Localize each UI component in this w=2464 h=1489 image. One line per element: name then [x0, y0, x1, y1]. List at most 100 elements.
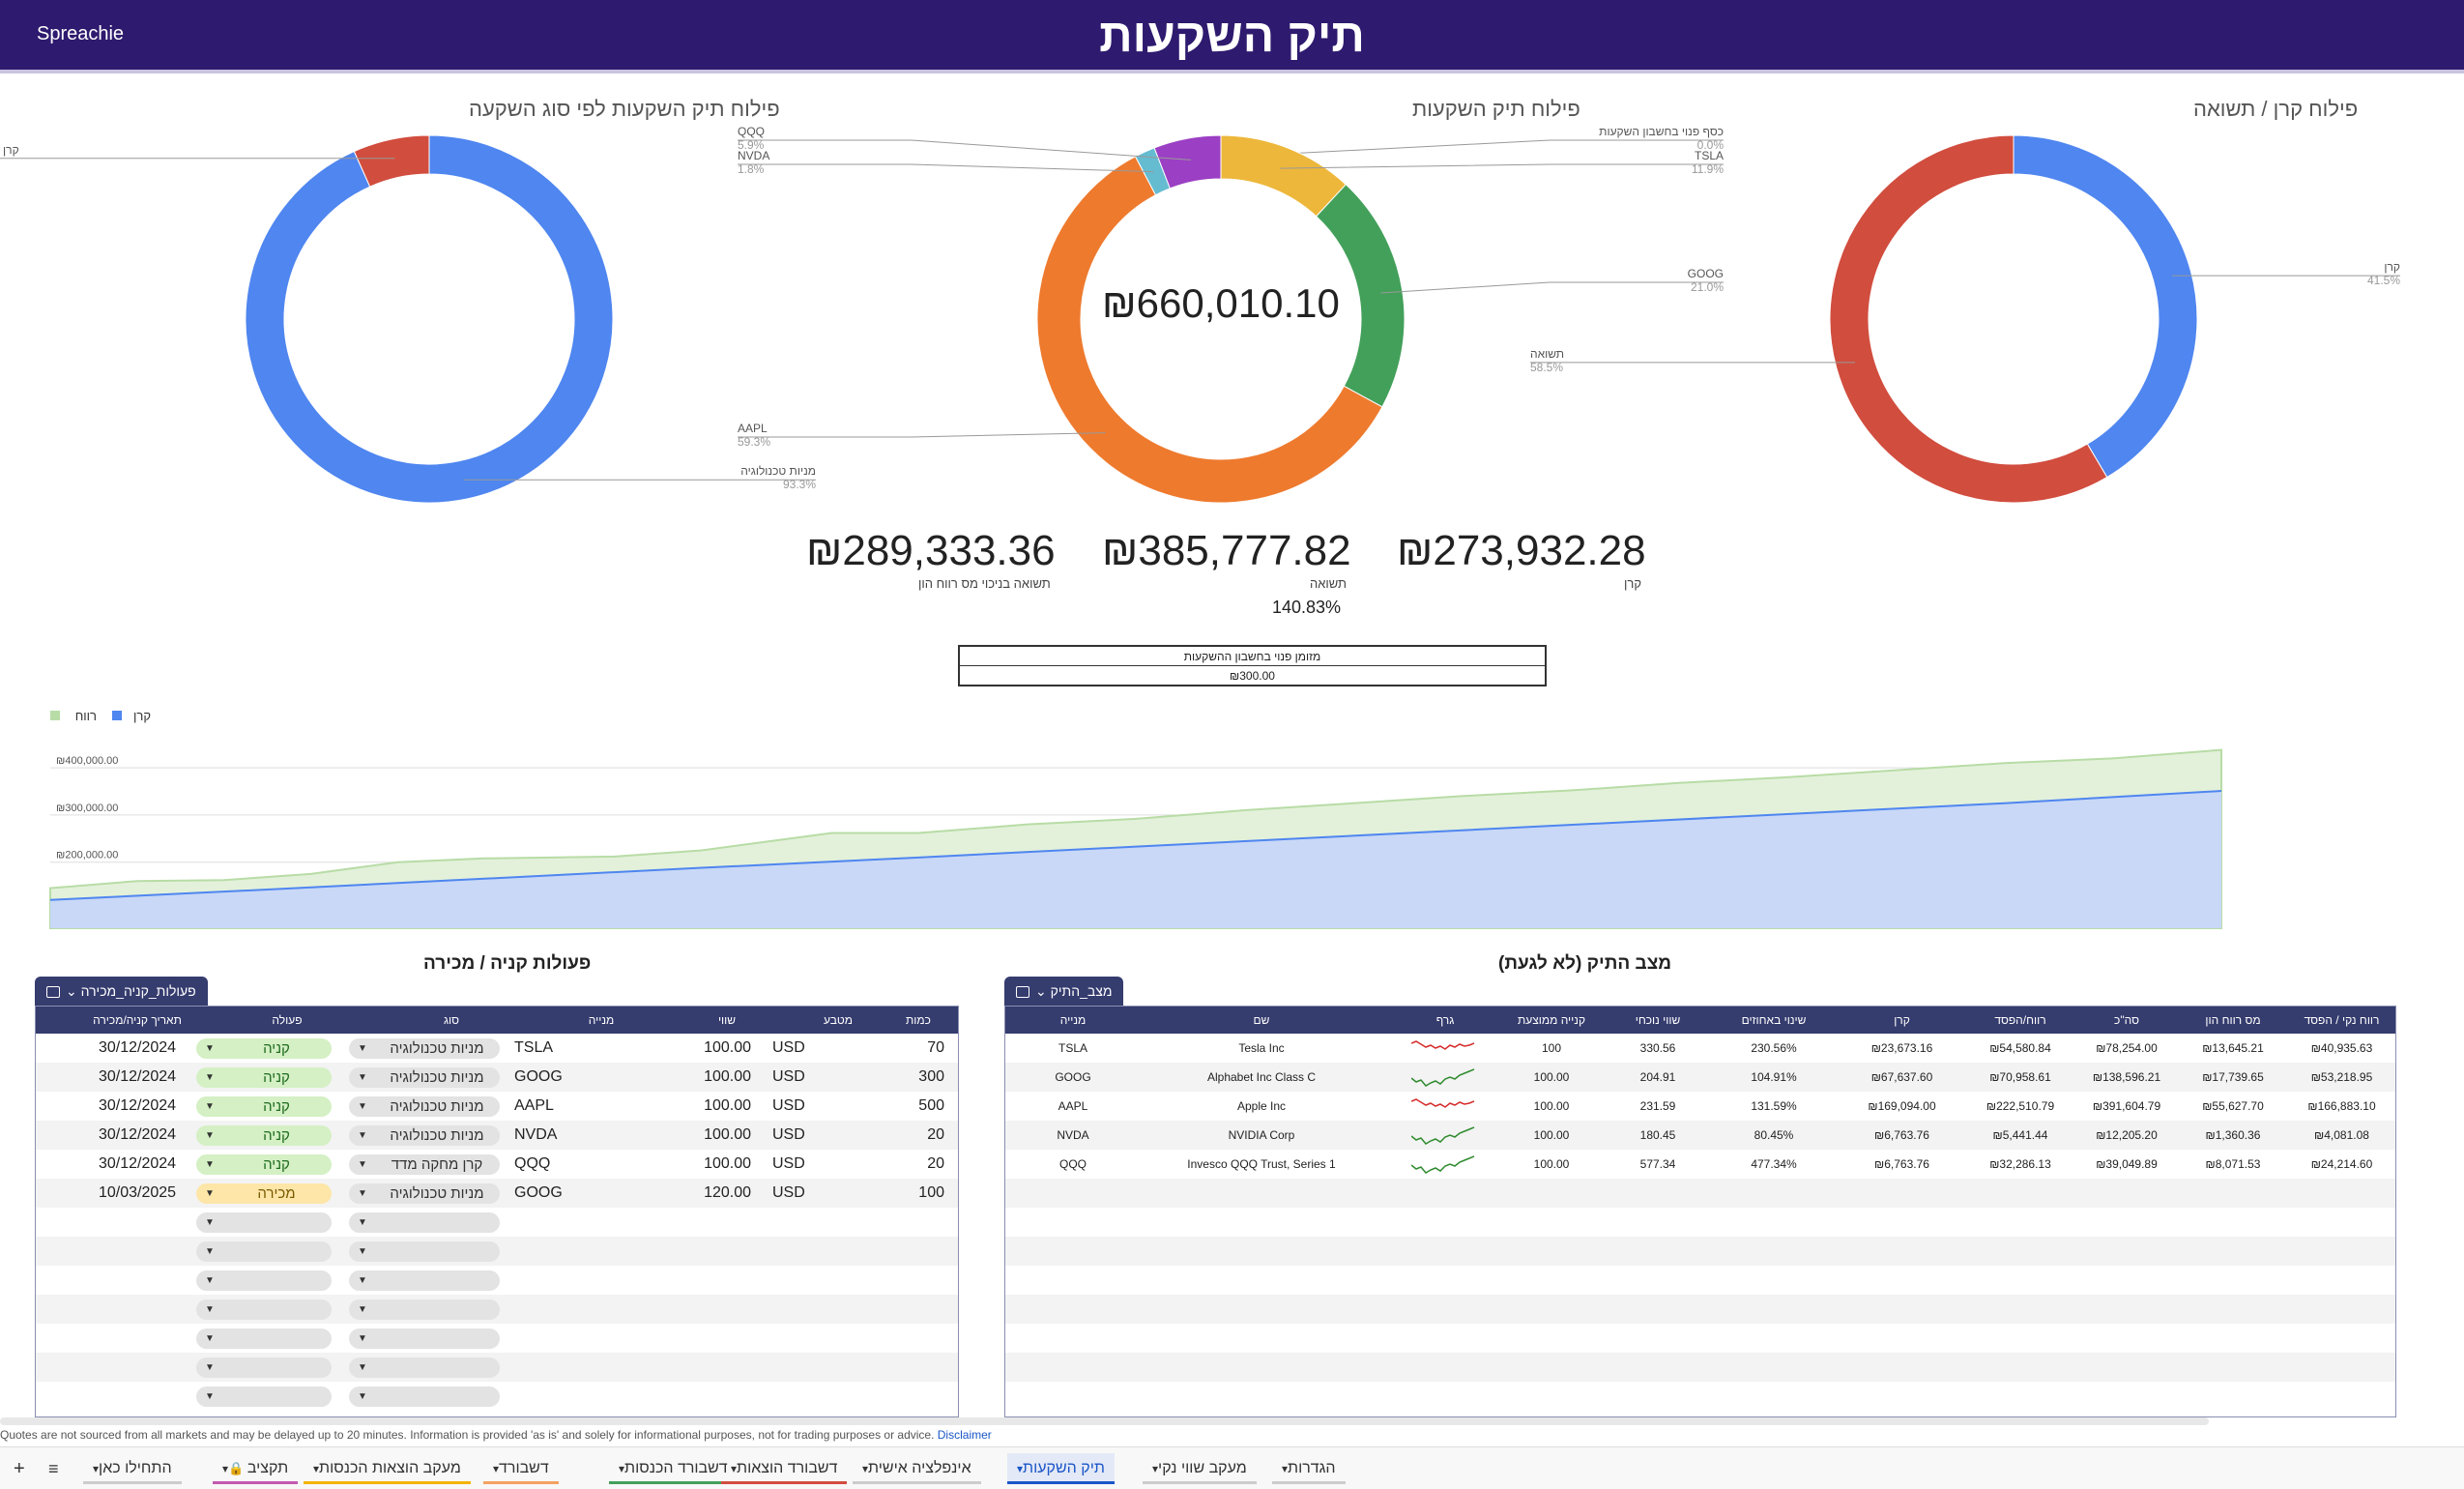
header-avg-buy[interactable]: קנייה ממוצעת — [1517, 1013, 1586, 1027]
header-price[interactable]: שווי — [717, 1013, 737, 1027]
chevron-down-icon[interactable]: ▾ — [313, 1462, 320, 1475]
chevron-down-icon[interactable]: ▾ — [862, 1462, 869, 1475]
table-row[interactable]: ▼ ▼ — [36, 1295, 958, 1324]
table-row[interactable]: 30/12/2024 ▼ קניה ▼ מניות טכנולוגיה TSLA 100.0… — [36, 1034, 958, 1063]
trade-stock[interactable]: GOOG — [514, 1068, 563, 1085]
holding-name[interactable]: Alphabet Inc Class C — [1206, 1070, 1317, 1084]
action-dropdown[interactable]: ▼ קניה — [196, 1125, 332, 1146]
trade-qty[interactable]: 20 — [927, 1155, 944, 1172]
holding-net[interactable]: ₪166,883.10 — [2307, 1099, 2376, 1113]
holding-ticker[interactable]: AAPL — [1058, 1099, 1088, 1113]
chevron-down-icon[interactable]: ▾ — [493, 1462, 500, 1475]
principal-area[interactable] — [50, 791, 2221, 928]
trades-table-tag[interactable]: ⌄ פעולות_קניה_מכירה — [35, 977, 208, 1006]
header-qty[interactable]: כמות — [906, 1013, 931, 1027]
holding-pl[interactable]: ₪54,580.84 — [1989, 1041, 2051, 1055]
type-dropdown[interactable]: ▼ מניות טכנולוגיה — [349, 1096, 500, 1117]
holding-current[interactable]: 577.34 — [1639, 1157, 1676, 1171]
holding-tax[interactable]: ₪17,739.65 — [2202, 1070, 2264, 1084]
holding-principal[interactable]: ₪67,637.60 — [1870, 1070, 1933, 1084]
disclaimer-link[interactable]: Disclaimer — [937, 1428, 992, 1442]
action-dropdown[interactable]: ▼ — [196, 1241, 332, 1262]
header-action[interactable]: פעולה — [272, 1013, 303, 1027]
type-dropdown[interactable]: ▼ מניות טכנולוגיה — [349, 1038, 500, 1059]
trade-price[interactable]: 120.00 — [704, 1184, 751, 1201]
trade-date[interactable]: 10/03/2025 — [98, 1184, 177, 1201]
action-dropdown[interactable]: ▼ קניה — [196, 1154, 332, 1175]
table-row[interactable]: AAPL Apple Inc 100.00 231.59 131.59% ₪169,094… — [1005, 1092, 2395, 1121]
table-row[interactable] — [1005, 1382, 2395, 1411]
trade-currency[interactable]: USD — [772, 1039, 805, 1056]
chevron-down-icon[interactable]: ▾ — [93, 1462, 100, 1475]
holding-avg[interactable]: 100.00 — [1533, 1128, 1570, 1142]
type-dropdown[interactable]: ▼ — [349, 1358, 500, 1378]
header-principal[interactable]: קרן — [1894, 1013, 1910, 1027]
trade-currency[interactable]: USD — [772, 1097, 805, 1114]
trade-price[interactable]: 100.00 — [704, 1039, 751, 1056]
holding-principal[interactable]: ₪169,094.00 — [1868, 1099, 1936, 1113]
sheet-tab[interactable]: מעקב שווי נקי▾ — [1143, 1453, 1257, 1484]
holding-avg[interactable]: 100 — [1541, 1041, 1562, 1055]
holdings-table-tag[interactable]: ⌄ מצב_התיק — [1004, 977, 1124, 1006]
table-row[interactable]: ▼ ▼ — [36, 1353, 958, 1382]
holding-pl[interactable]: ₪70,958.61 — [1989, 1070, 2051, 1084]
trade-stock[interactable]: QQQ — [514, 1155, 551, 1172]
header-capital-gains-tax[interactable]: מס רווח הון — [2205, 1013, 2261, 1027]
cash-available-box[interactable]: מזומן פנוי בחשבון ההשקעות ₪300.00 — [958, 645, 1547, 686]
trade-qty[interactable]: 100 — [918, 1184, 944, 1201]
holding-net[interactable]: ₪53,218.95 — [2310, 1070, 2373, 1084]
horizontal-scrollbar[interactable] — [0, 1417, 2209, 1425]
holding-name[interactable]: Invesco QQQ Trust, Series 1 — [1187, 1157, 1336, 1171]
trade-stock[interactable]: GOOG — [514, 1184, 563, 1201]
holding-pl[interactable]: ₪5,441.44 — [1992, 1128, 2048, 1142]
chevron-down-icon[interactable]: ▾ — [619, 1462, 625, 1475]
header-stock[interactable]: מנייה — [588, 1013, 615, 1027]
type-dropdown[interactable]: ▼ — [349, 1212, 500, 1233]
holding-change[interactable]: 80.45% — [1754, 1128, 1794, 1142]
type-dropdown[interactable]: ▼ — [349, 1328, 500, 1349]
table-row[interactable]: TSLA Tesla Inc 100 330.56 230.56% ₪23,673.16 ₪… — [1005, 1034, 2395, 1063]
table-row[interactable]: ▼ ▼ — [36, 1324, 958, 1353]
holding-ticker[interactable]: GOOG — [1055, 1070, 1091, 1084]
header-date[interactable]: תאריך קניה/מכירה — [93, 1013, 182, 1027]
holding-total[interactable]: ₪78,254.00 — [2096, 1041, 2158, 1055]
holding-tax[interactable]: ₪8,071.53 — [2205, 1157, 2261, 1171]
trade-qty[interactable]: 500 — [918, 1097, 944, 1114]
type-dropdown[interactable]: ▼ מניות טכנולוגיה — [349, 1183, 500, 1204]
add-sheet-icon[interactable]: + — [14, 1458, 25, 1479]
holding-pl[interactable]: ₪32,286.13 — [1989, 1157, 2051, 1171]
holding-tax[interactable]: ₪55,627.70 — [2202, 1099, 2264, 1113]
header-currency[interactable]: מטבע — [824, 1013, 853, 1027]
holding-current[interactable]: 204.91 — [1639, 1070, 1676, 1084]
action-dropdown[interactable]: ▼ — [196, 1270, 332, 1291]
chevron-down-icon[interactable]: ▾ — [1017, 1462, 1024, 1475]
type-dropdown[interactable]: ▼ — [349, 1270, 500, 1291]
pie-slice[interactable] — [1153, 134, 1222, 190]
trade-currency[interactable]: USD — [772, 1068, 805, 1085]
header-ticker[interactable]: מנייה — [1059, 1013, 1087, 1027]
chevron-down-icon[interactable]: ▾ — [731, 1462, 738, 1475]
trade-stock[interactable]: TSLA — [514, 1039, 554, 1056]
by-type-donut-chart[interactable] — [0, 0, 2464, 541]
type-dropdown[interactable]: ▼ — [349, 1387, 500, 1407]
chevron-down-icon[interactable]: ▾ — [1152, 1462, 1159, 1475]
table-row[interactable] — [1005, 1266, 2395, 1295]
table-row[interactable]: 30/12/2024 ▼ קניה ▼ מניות טכנולוגיה GOOG 100.0… — [36, 1063, 958, 1092]
trade-date[interactable]: 30/12/2024 — [98, 1068, 177, 1085]
brand-label[interactable]: Spreachie — [37, 23, 125, 44]
header-total[interactable]: סה"כ — [2114, 1013, 2139, 1027]
holding-change[interactable]: 230.56% — [1751, 1041, 1797, 1055]
holding-name[interactable]: Apple Inc — [1236, 1099, 1287, 1113]
table-row[interactable] — [1005, 1295, 2395, 1324]
holding-current[interactable]: 231.59 — [1639, 1099, 1676, 1113]
holding-total[interactable]: ₪138,596.21 — [2092, 1070, 2161, 1084]
holding-avg[interactable]: 100.00 — [1533, 1070, 1570, 1084]
holding-total[interactable]: ₪39,049.89 — [2096, 1157, 2158, 1171]
holding-avg[interactable]: 100.00 — [1533, 1157, 1570, 1171]
holding-current[interactable]: 180.45 — [1639, 1128, 1676, 1142]
holding-name[interactable]: Tesla Inc — [1238, 1041, 1285, 1055]
pie-slice[interactable] — [245, 134, 614, 504]
sheet-tab[interactable]: דשבורד▾ — [483, 1453, 559, 1484]
holding-tax[interactable]: ₪13,645.21 — [2202, 1041, 2264, 1055]
trade-date[interactable]: 30/12/2024 — [98, 1155, 177, 1172]
